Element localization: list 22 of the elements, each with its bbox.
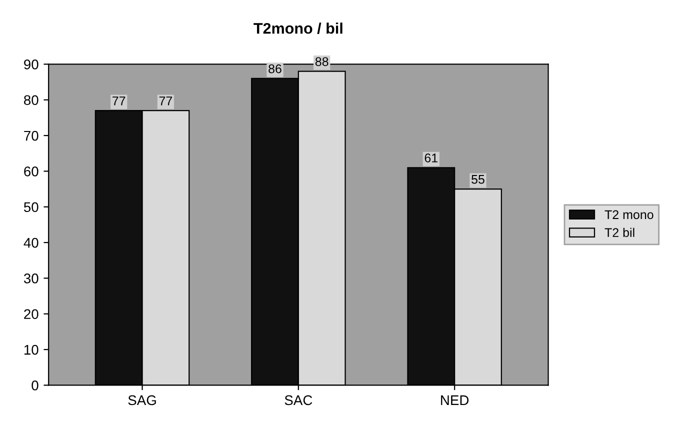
x-tick-label: SAG — [128, 395, 156, 406]
y-tick-label: 50 — [24, 202, 38, 212]
y-tick-label: 90 — [24, 60, 38, 70]
data-label: 86 — [268, 64, 282, 74]
y-tick-label: 70 — [24, 130, 38, 141]
legend-label: T2 bil — [604, 228, 634, 238]
y-tick-label: 0 — [32, 380, 38, 390]
x-tick-label: SAC — [284, 395, 312, 406]
y-tick-label: 30 — [24, 274, 38, 284]
data-label: 88 — [315, 57, 328, 66]
legend-label: T2 mono — [604, 210, 654, 220]
data-label: 61 — [424, 154, 438, 162]
y-tick-label: 80 — [24, 95, 38, 106]
data-label: 77 — [159, 96, 172, 106]
chart-title: T2mono / bil — [254, 22, 342, 34]
y-tick-label: 40 — [24, 238, 38, 248]
data-label: 77 — [112, 96, 126, 106]
y-tick-label: 60 — [24, 166, 38, 176]
x-tick-label: NED — [441, 395, 469, 405]
y-tick-label: 10 — [24, 344, 38, 355]
data-label: 55 — [472, 175, 484, 184]
y-tick-label: 20 — [24, 309, 38, 320]
